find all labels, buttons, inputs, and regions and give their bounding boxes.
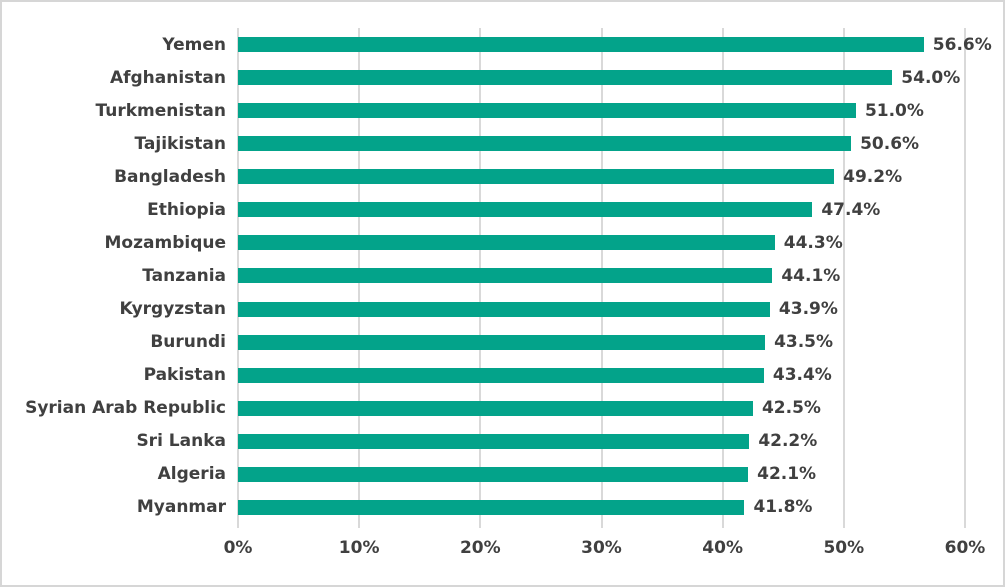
bar-turkmenistan <box>238 103 856 119</box>
category-axis: Yemen Afghanistan Turkmenistan Tajikistan Ba… <box>2 28 226 524</box>
bar-row: 49.2% <box>238 160 965 193</box>
bar-syrian-arab-republic <box>238 400 753 416</box>
x-tick-label: 50% <box>823 538 865 558</box>
data-label: 51.0% <box>864 100 924 121</box>
bar-row: 44.3% <box>238 226 965 259</box>
data-label: 50.6% <box>860 133 920 154</box>
bar-row: 47.4% <box>238 193 965 226</box>
bar-tajikistan <box>238 136 852 152</box>
bar-row: 41.8% <box>238 491 965 524</box>
category-label: Burundi <box>150 332 226 353</box>
x-tick-label: 0% <box>223 538 253 558</box>
bar-row: 43.9% <box>238 293 965 326</box>
category-label: Afghanistan <box>109 67 226 88</box>
bar-yemen <box>238 37 924 53</box>
bar-bangladesh <box>238 169 835 185</box>
bar-ethiopia <box>238 202 813 218</box>
data-label: 43.5% <box>774 332 834 353</box>
bar-pakistan <box>238 367 764 383</box>
x-tick-label: 10% <box>338 538 380 558</box>
bar-burundi <box>238 334 766 350</box>
category-label: Pakistan <box>143 365 226 386</box>
bar-row: 50.6% <box>238 127 965 160</box>
category-label: Syrian Arab Republic <box>25 398 226 419</box>
category-label: Ethiopia <box>147 199 226 220</box>
x-tick-label: 20% <box>459 538 501 558</box>
category-label: Tanzania <box>142 265 226 286</box>
category-label: Kyrgyzstan <box>119 299 226 320</box>
data-label: 54.0% <box>901 67 961 88</box>
data-label: 56.6% <box>932 34 992 55</box>
data-label: 42.5% <box>761 398 821 419</box>
bar-rows: 56.6% 54.0% 51.0% 50.6% 49.2% 47.4% 44.3% 44.1%… <box>238 28 992 524</box>
data-label: 49.2% <box>843 166 903 187</box>
category-label: Mozambique <box>104 232 226 253</box>
category-label: Yemen <box>162 34 226 55</box>
category-label: Turkmenistan <box>95 100 226 121</box>
bar-algeria <box>238 466 749 482</box>
data-label: 44.1% <box>781 265 841 286</box>
gridline-50% <box>842 28 845 528</box>
bar-sri-lanka <box>238 433 750 449</box>
bar-row: 51.0% <box>238 94 965 127</box>
bar-myanmar <box>238 499 745 515</box>
category-label: Bangladesh <box>114 166 226 187</box>
bar-afghanistan <box>238 70 893 86</box>
x-tick-label: 30% <box>581 538 622 558</box>
bar-row: 43.5% <box>238 326 965 359</box>
data-label: 43.9% <box>778 299 838 320</box>
category-label: Myanmar <box>136 497 226 518</box>
value-axis: 0% 10% 20% 30% 40% 50% 60% <box>224 538 986 566</box>
bar-row: 42.1% <box>238 458 965 491</box>
bar-row: 56.6% <box>238 28 992 61</box>
data-label: 44.3% <box>783 232 843 253</box>
x-tick-label: 40% <box>702 538 744 558</box>
bar-mozambique <box>238 235 775 251</box>
x-tick-label: 60% <box>944 538 986 558</box>
category-label: Sri Lanka <box>136 431 226 452</box>
data-label: 47.4% <box>821 199 881 220</box>
bar-row: 44.1% <box>238 259 965 292</box>
bar-tanzania <box>238 268 773 284</box>
bar-kyrgyzstan <box>238 301 770 317</box>
bar-row: 43.4% <box>238 359 965 392</box>
bar-row: 54.0% <box>238 61 965 94</box>
data-label: 43.4% <box>772 365 832 386</box>
data-label: 41.8% <box>753 497 813 518</box>
plot-area: 56.6% 54.0% 51.0% 50.6% 49.2% 47.4% 44.3% 44.1%… <box>237 28 992 528</box>
category-label: Tajikistan <box>134 133 226 154</box>
data-label: 42.2% <box>758 431 818 452</box>
gridline-60% <box>964 28 966 528</box>
bar-row: 42.2% <box>238 425 965 458</box>
data-label: 42.1% <box>757 464 817 485</box>
bar-row: 42.5% <box>238 392 965 425</box>
category-label: Algeria <box>157 464 226 485</box>
